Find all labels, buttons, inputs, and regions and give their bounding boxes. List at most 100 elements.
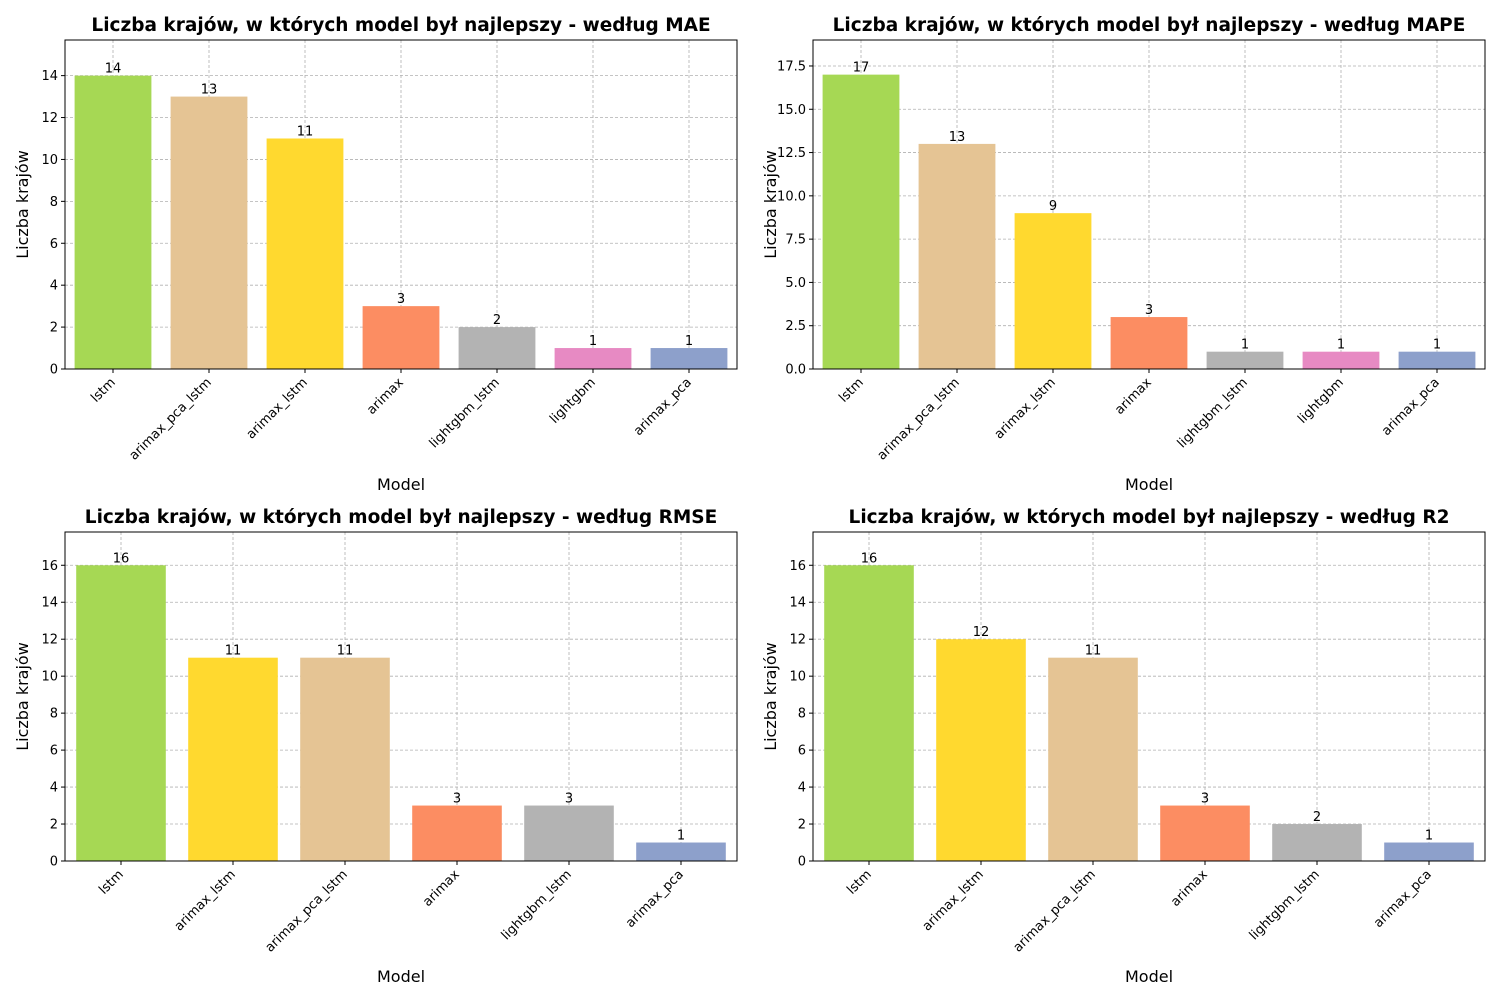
y-tick-label: 17.5	[777, 59, 806, 74]
x-tick-label: arimax_pca	[623, 867, 687, 931]
bar-arimax	[412, 805, 502, 861]
bar-value-label: 1	[589, 334, 597, 349]
bar-value-label: 3	[1201, 792, 1209, 807]
x-tick-label: arimax_pca	[631, 375, 695, 439]
bar-arimax_lstm	[1014, 213, 1092, 369]
bar-lstm	[824, 565, 914, 861]
y-tick-label: 16	[789, 559, 806, 574]
y-tick-label: 10	[789, 670, 806, 685]
y-tick-label: 2.5	[785, 319, 806, 334]
y-axis-label: Liczba krajów	[761, 642, 780, 751]
y-tick-label: 16	[41, 559, 58, 574]
x-tick-label: lstm	[844, 867, 875, 898]
bar-value-label: 9	[1049, 199, 1057, 214]
y-tick-label: 6	[798, 744, 806, 759]
bar-arimax_lstm	[188, 657, 278, 861]
bar-arimax_lstm	[936, 639, 1026, 861]
y-tick-label: 2	[50, 818, 58, 833]
bar-value-label: 12	[973, 625, 990, 640]
bar-lstm	[74, 75, 152, 369]
bar-value-label: 11	[225, 644, 242, 659]
y-tick-label: 0	[50, 363, 58, 378]
bar-value-label: 11	[1085, 644, 1102, 659]
x-axis-label: Model	[1125, 967, 1173, 986]
x-tick-label: arimax_pca_lstm	[127, 375, 215, 463]
plot-frame	[64, 531, 738, 862]
bar-lightgbm	[554, 348, 632, 369]
bar-value-label: 1	[677, 829, 685, 844]
y-tick-label: 10	[41, 153, 58, 168]
bar-arimax_pca	[636, 842, 726, 861]
y-tick-label: 8	[50, 195, 58, 210]
bar-value-label: 2	[493, 313, 501, 328]
bar-value-label: 1	[1433, 338, 1441, 353]
x-tick-label: arimax	[420, 867, 463, 910]
bar-value-label: 17	[853, 61, 870, 76]
x-tick-label: arimax_pca_lstm	[875, 375, 963, 463]
chart-title: Liczba krajów, w których model był najle…	[849, 507, 1450, 528]
x-tick-label: lightgbm_lstm	[427, 375, 503, 451]
x-tick-label: arimax_pca	[1379, 375, 1443, 439]
x-tick-label: arimax	[364, 375, 407, 418]
bar-value-label: 1	[1241, 338, 1249, 353]
bar-value-label: 14	[105, 62, 122, 77]
y-tick-label: 0	[798, 855, 806, 870]
y-tick-label: 4	[50, 781, 58, 796]
bar-value-label: 11	[337, 644, 354, 659]
x-tick-label: arimax_pca	[1371, 867, 1435, 931]
bar-value-label: 3	[1145, 303, 1153, 318]
y-axis-label: Liczba krajów	[13, 642, 32, 751]
y-tick-label: 14	[41, 69, 58, 84]
y-tick-label: 12	[41, 111, 58, 126]
y-axis-label: Liczba krajów	[13, 150, 32, 259]
x-tick-label: arimax	[1168, 867, 1211, 910]
chart-title: Liczba krajów, w których model był najle…	[85, 507, 717, 528]
x-tick-label: lstm	[836, 375, 867, 406]
y-tick-label: 8	[798, 707, 806, 722]
x-tick-label: lstm	[88, 375, 119, 406]
x-tick-label: arimax_lstm	[172, 867, 239, 934]
y-tick-label: 6	[50, 237, 58, 252]
bar-value-label: 1	[1337, 338, 1345, 353]
bar-value-label: 3	[453, 792, 461, 807]
x-tick-label: lightgbm_lstm	[499, 867, 575, 943]
bar-lstm	[822, 74, 900, 369]
bar-value-label: 3	[565, 792, 573, 807]
bar-lightgbm_lstm	[458, 327, 536, 369]
y-tick-label: 4	[50, 279, 58, 294]
x-axis-label: Model	[377, 475, 425, 494]
bar-lightgbm_lstm	[1206, 351, 1284, 369]
bar-value-label: 3	[397, 292, 405, 307]
bar-arimax_pca_lstm	[1048, 657, 1138, 861]
bar-arimax	[1110, 317, 1188, 369]
y-tick-label: 14	[789, 596, 806, 611]
bar-arimax_pca_lstm	[918, 143, 996, 369]
chart-title: Liczba krajów, w których model był najle…	[91, 15, 710, 36]
y-tick-label: 0.0	[785, 363, 806, 378]
bar-arimax_pca_lstm	[170, 96, 248, 369]
bar-arimax_pca	[650, 348, 728, 369]
y-tick-label: 14	[41, 596, 58, 611]
y-tick-label: 7.5	[785, 233, 806, 248]
bar-arimax	[362, 306, 440, 369]
x-axis-label: Model	[1125, 475, 1173, 494]
bar-value-label: 2	[1313, 810, 1321, 825]
y-tick-label: 10.0	[777, 189, 806, 204]
y-tick-label: 6	[50, 744, 58, 759]
bar-value-label: 13	[201, 83, 218, 98]
y-tick-label: 2	[50, 321, 58, 336]
bar-lstm	[76, 565, 166, 861]
x-tick-label: arimax_pca_lstm	[263, 867, 351, 955]
x-tick-label: arimax_pca_lstm	[1011, 867, 1099, 955]
x-tick-label: lightgbm_lstm	[1247, 867, 1323, 943]
y-tick-label: 15.0	[777, 103, 806, 118]
chart-title: Liczba krajów, w których model był najle…	[833, 15, 1466, 36]
bar-value-label: 1	[685, 334, 693, 349]
bar-lightgbm_lstm	[524, 805, 614, 861]
bar-value-label: 11	[297, 124, 314, 139]
x-tick-label: lightgbm	[547, 375, 599, 427]
x-tick-label: arimax_lstm	[920, 867, 987, 934]
